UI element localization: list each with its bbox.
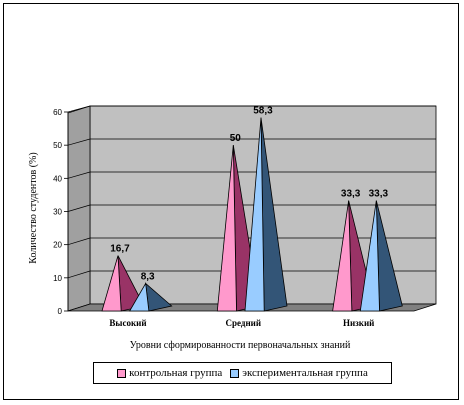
legend-entry-control: контрольная группа [117,367,222,379]
y-tick-label: 50 [53,141,62,150]
cone-experimental-1 [244,117,288,312]
grid-line-side [67,270,91,279]
grid-line-side [67,237,91,246]
y-tick-label: 20 [53,241,62,250]
x-axis-categories: Высокий Средний Низкий [109,318,374,328]
data-label: 50 [230,133,242,144]
cones-layer [101,117,403,312]
y-axis-ticks: 0 10 20 30 40 50 60 [53,108,68,316]
legend-swatch-experimental [230,368,240,378]
grid-line-side [67,204,91,212]
data-label: 58,3 [253,106,273,117]
y-axis-title: Количество студентов (%) [28,152,39,263]
legend: контрольная группа экспериментальная гру… [93,362,392,384]
legend-label-experimental: экспериментальная группа [242,367,368,379]
grid-line-side [67,171,91,179]
cone-face [216,145,237,312]
y-tick-label: 60 [53,108,62,117]
grid-line-side [67,105,91,113]
cone-experimental-2 [359,200,403,312]
data-label: 33,3 [369,189,389,200]
y-tick-label: 30 [53,208,62,217]
cone-experimental-0 [128,282,173,312]
cone-face [244,117,265,312]
legend-label-control: контрольная группа [129,367,223,379]
grid-line-side [67,138,91,146]
data-label: 16,7 [110,244,130,255]
y-tick-label: 10 [53,274,62,283]
cone-face [359,200,380,312]
cone-face [101,255,122,312]
category-label: Высокий [109,318,146,328]
legend-entry-experimental: экспериментальная группа [230,367,368,379]
cone-face [332,200,353,312]
data-label: 8,3 [141,271,155,282]
x-axis-title: Уровни сформированности первоначальных з… [130,340,351,351]
y-tick-label: 0 [58,307,63,316]
data-label: 33,3 [341,189,361,200]
legend-swatch-control [117,368,127,378]
cone-face [128,282,150,312]
data-labels-layer: 16,7 8,3 50 58,3 33,3 33,3 [110,106,388,283]
y-tick-label: 40 [53,174,62,183]
category-label: Средний [226,318,262,328]
category-label: Низкий [343,318,374,328]
